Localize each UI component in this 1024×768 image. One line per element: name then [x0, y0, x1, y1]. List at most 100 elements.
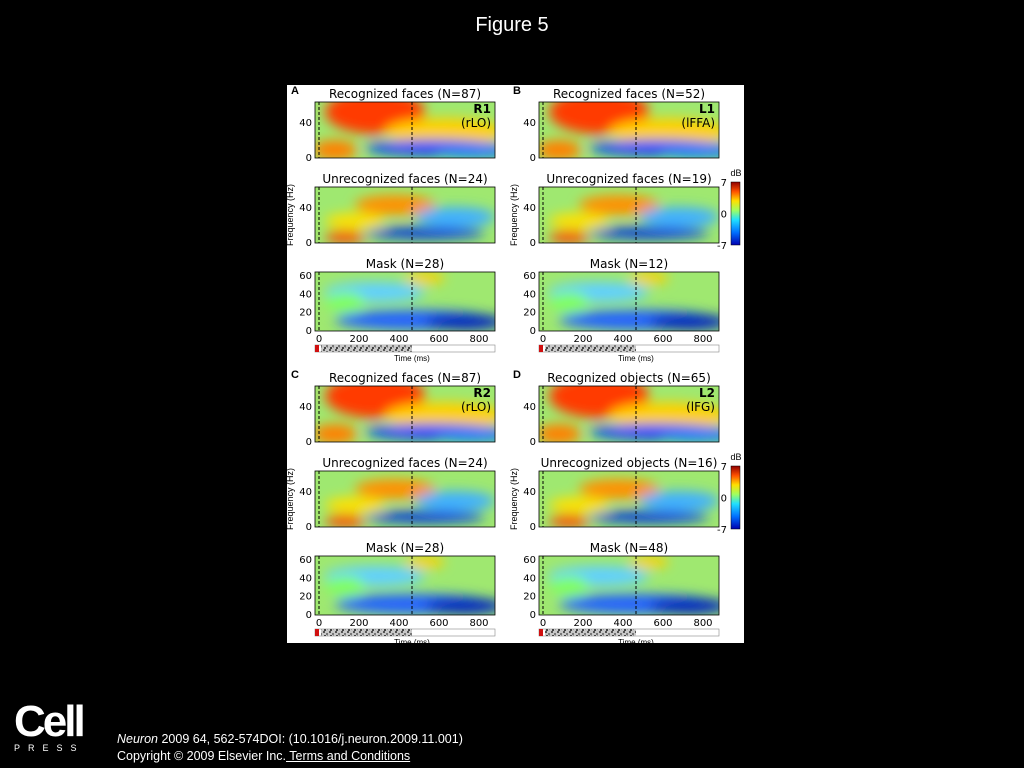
- region-name: (rLO): [461, 116, 491, 130]
- heatmap-blob: [325, 213, 385, 229]
- subplot: Recognized faces (N=52) 40 0 L1(lFFA): [523, 87, 720, 164]
- heatmap-blob: [609, 402, 719, 430]
- heatmap-blob: [425, 314, 495, 330]
- x-tick-label: 600: [653, 618, 672, 629]
- citation: Neuron 2009 64, 562-574DOI: (10.1016/j.n…: [117, 731, 463, 748]
- y-tick-label: 40: [299, 573, 312, 584]
- heatmap-blob: [315, 140, 357, 158]
- colorbar-unit: dB: [730, 168, 741, 178]
- colorbar-gradient: [730, 181, 741, 246]
- y-axis-label: Frequency (Hz): [509, 468, 519, 530]
- mask-marker: [321, 345, 412, 352]
- heatmap-blob: [315, 424, 357, 442]
- heatmap-blob: [649, 598, 719, 614]
- y-tick-label: 20: [299, 592, 312, 603]
- x-tick-label: 200: [573, 618, 592, 629]
- y-tick-label: 40: [299, 203, 312, 214]
- heatmap: [539, 102, 719, 158]
- heatmap-blob: [549, 576, 589, 596]
- heatmap-blob: [365, 511, 485, 523]
- copyright-line: Copyright © 2009 Elsevier Inc. Terms and…: [117, 748, 463, 765]
- heatmap: [539, 272, 719, 331]
- heatmap: [315, 471, 495, 527]
- y-tick-label: 0: [530, 238, 536, 249]
- heatmap-blob: [405, 272, 445, 284]
- subplot: Unrecognized faces (N=24) 40 0: [299, 456, 496, 533]
- subplot-title: Recognized faces (N=87): [329, 371, 481, 385]
- heatmap-blob: [659, 430, 719, 442]
- heatmap-blob: [579, 479, 659, 499]
- colorbar-tick: -7: [717, 525, 727, 536]
- copyright-text: Copyright © 2009 Elsevier Inc.: [117, 749, 287, 763]
- y-tick-label: 0: [530, 437, 536, 448]
- subplot-title: Recognized faces (N=52): [553, 87, 705, 101]
- x-tick-label: 800: [693, 334, 712, 345]
- heatmap-blob: [365, 227, 485, 239]
- heatmap-blob: [549, 213, 609, 229]
- x-tick-label: 400: [389, 334, 408, 345]
- subplot: Recognized objects (N=65) 40 0 L2(lFG): [523, 371, 720, 448]
- plot-frame: [314, 470, 496, 528]
- colorbar-gradient: [730, 465, 741, 530]
- slide-title: Figure 5: [475, 14, 549, 36]
- y-tick-label: 0: [306, 610, 312, 621]
- terms-and-conditions-link[interactable]: Terms and Conditions: [286, 749, 411, 763]
- y-tick-label: 40: [523, 289, 536, 300]
- subplot-title: Mask (N=12): [590, 257, 668, 271]
- y-tick-label: 0: [306, 238, 312, 249]
- heatmap: [315, 556, 495, 615]
- x-tick-label: 600: [653, 334, 672, 345]
- heatmap-blob: [629, 556, 669, 568]
- plot-frame: [538, 186, 720, 244]
- y-tick-label: 0: [306, 522, 312, 533]
- plot-frame: [314, 101, 496, 159]
- subplot-title: Mask (N=28): [366, 541, 444, 555]
- y-tick-label: 40: [299, 289, 312, 300]
- panel-c: C Frequency (Hz) Recognized faces (N=87) 40…: [287, 369, 496, 643]
- heatmap-blob: [435, 146, 495, 158]
- stimulus-marker: [315, 629, 319, 636]
- y-tick-label: 20: [523, 592, 536, 603]
- subplot-title: Unrecognized objects (N=16): [541, 456, 718, 470]
- x-axis-label: Time (ms): [394, 638, 430, 643]
- panel-letter: A: [291, 85, 299, 97]
- subplot-title: Unrecognized faces (N=19): [546, 172, 711, 186]
- heatmap-blob: [415, 491, 495, 511]
- x-axis-label: Time (ms): [394, 354, 430, 363]
- y-tick-label: 60: [299, 271, 312, 282]
- heatmap-blob: [325, 292, 365, 312]
- plot-frame: [538, 271, 720, 332]
- colorbar-tick: 7: [721, 462, 727, 473]
- x-axis-label: Time (ms): [618, 354, 654, 363]
- region-name: (lFFA): [681, 116, 715, 130]
- colorbar: dB7 0 -7: [717, 168, 741, 252]
- colorbar-tick: 7: [721, 178, 727, 189]
- y-tick-label: 0: [530, 153, 536, 164]
- x-tick-label: 200: [349, 334, 368, 345]
- heatmap-blob: [549, 231, 589, 243]
- heatmap-blob: [405, 556, 445, 568]
- y-axis-label: Frequency (Hz): [287, 468, 295, 530]
- stimulus-marker: [539, 629, 543, 636]
- mask-marker: [545, 629, 636, 636]
- heatmap-blob: [549, 292, 589, 312]
- heatmap: [539, 556, 719, 615]
- stimulus-marker: [539, 345, 543, 352]
- heatmap-blob: [539, 424, 581, 442]
- colorbar-tick: 0: [721, 494, 727, 505]
- y-axis-label: Frequency (Hz): [509, 184, 519, 246]
- region-id: L1: [699, 102, 715, 116]
- mask-marker: [321, 629, 412, 636]
- y-tick-label: 40: [523, 402, 536, 413]
- y-tick-label: 20: [299, 308, 312, 319]
- heatmap-blob: [385, 402, 495, 430]
- x-tick-label: 800: [469, 618, 488, 629]
- x-tick-label: 600: [429, 334, 448, 345]
- panel-a: A Frequency (Hz) Recognized faces (N=87) 40…: [287, 85, 496, 363]
- heatmap-blob: [325, 497, 385, 513]
- plot-frame: [314, 186, 496, 244]
- heatmap-blob: [649, 314, 719, 330]
- plot-frame: [314, 271, 496, 332]
- subplot: Unrecognized faces (N=19) 40 0: [523, 172, 720, 249]
